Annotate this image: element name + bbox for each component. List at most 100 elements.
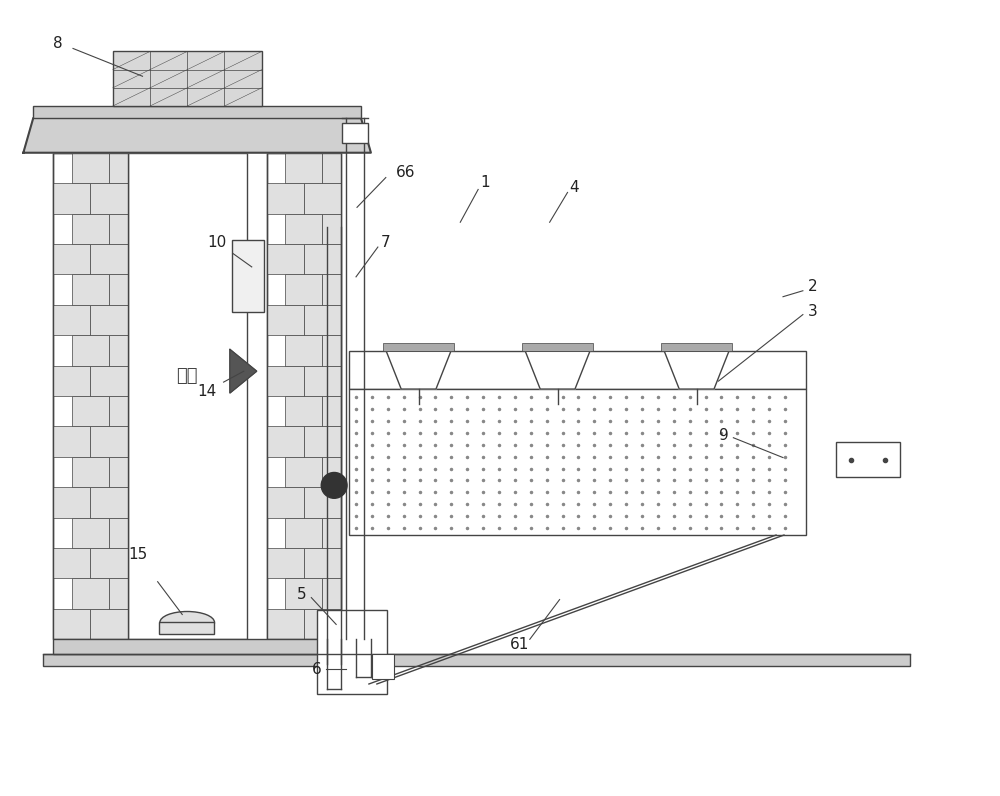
Bar — [285, 396, 322, 427]
Bar — [53, 609, 90, 639]
Bar — [267, 153, 341, 639]
Bar — [267, 305, 304, 335]
Bar — [109, 517, 128, 548]
Bar — [304, 427, 341, 457]
Text: 8: 8 — [53, 36, 63, 51]
Bar — [109, 396, 128, 427]
Bar — [322, 153, 341, 183]
Text: 5: 5 — [297, 587, 306, 602]
Text: 9: 9 — [719, 428, 728, 443]
Bar — [322, 517, 341, 548]
Bar — [109, 579, 128, 609]
Bar — [90, 183, 128, 213]
Bar — [109, 457, 128, 487]
Text: 3: 3 — [808, 304, 818, 319]
Bar — [53, 153, 128, 639]
Text: 室内: 室内 — [176, 367, 198, 385]
Text: 1: 1 — [480, 175, 490, 190]
Bar — [72, 517, 109, 548]
Bar — [90, 365, 128, 396]
Bar — [661, 343, 732, 351]
Bar — [53, 427, 90, 457]
Bar — [304, 183, 341, 213]
Bar — [72, 396, 109, 427]
Bar — [53, 365, 90, 396]
Bar — [128, 153, 247, 639]
Bar — [285, 579, 322, 609]
Bar — [33, 106, 361, 118]
Bar — [267, 183, 304, 213]
Bar — [267, 365, 304, 396]
Bar — [267, 487, 304, 517]
Polygon shape — [230, 349, 257, 393]
Bar — [267, 244, 304, 275]
Bar — [322, 396, 341, 427]
Bar — [836, 443, 900, 477]
Bar — [113, 52, 262, 106]
Bar — [72, 579, 109, 609]
Bar — [322, 579, 341, 609]
Bar — [304, 305, 341, 335]
Bar — [267, 548, 304, 579]
Bar — [322, 335, 341, 365]
Bar — [109, 213, 128, 244]
Bar — [322, 457, 341, 487]
Bar — [53, 153, 128, 639]
Bar — [304, 548, 341, 579]
Bar — [53, 305, 90, 335]
Bar — [72, 335, 109, 365]
Text: 14: 14 — [197, 384, 217, 399]
Bar — [342, 123, 368, 142]
Polygon shape — [23, 118, 371, 153]
Bar — [43, 654, 910, 666]
Ellipse shape — [160, 611, 215, 634]
Bar — [90, 305, 128, 335]
Polygon shape — [525, 351, 590, 389]
Bar — [304, 244, 341, 275]
Bar — [267, 153, 341, 639]
Bar — [285, 213, 322, 244]
Polygon shape — [664, 351, 729, 389]
Text: 2: 2 — [808, 279, 818, 295]
Bar — [72, 153, 109, 183]
Bar — [267, 427, 304, 457]
Bar — [317, 610, 387, 694]
Bar — [53, 183, 90, 213]
Text: 66: 66 — [396, 165, 415, 180]
Bar — [322, 275, 341, 305]
Text: 15: 15 — [128, 548, 147, 563]
Bar — [90, 487, 128, 517]
Bar — [372, 654, 394, 679]
Bar — [90, 548, 128, 579]
Text: 4: 4 — [570, 180, 579, 195]
Bar — [322, 213, 341, 244]
Bar — [109, 275, 128, 305]
Bar — [304, 609, 341, 639]
Bar — [72, 275, 109, 305]
Bar — [90, 609, 128, 639]
Bar — [90, 244, 128, 275]
Bar — [72, 457, 109, 487]
Bar — [109, 335, 128, 365]
Bar — [285, 275, 322, 305]
Bar — [159, 622, 214, 634]
Bar — [304, 365, 341, 396]
Text: 7: 7 — [381, 235, 391, 250]
Bar — [72, 213, 109, 244]
Text: 6: 6 — [311, 661, 321, 677]
Polygon shape — [386, 351, 451, 389]
Bar — [232, 240, 264, 311]
Bar — [285, 335, 322, 365]
Bar — [53, 244, 90, 275]
Bar — [349, 389, 806, 535]
Text: 61: 61 — [510, 637, 530, 652]
Bar — [90, 427, 128, 457]
Bar — [53, 548, 90, 579]
Text: 10: 10 — [207, 235, 227, 250]
Bar — [53, 487, 90, 517]
Bar — [349, 351, 806, 389]
Bar — [109, 153, 128, 183]
Bar — [285, 517, 322, 548]
Bar — [522, 343, 593, 351]
Bar — [383, 343, 454, 351]
